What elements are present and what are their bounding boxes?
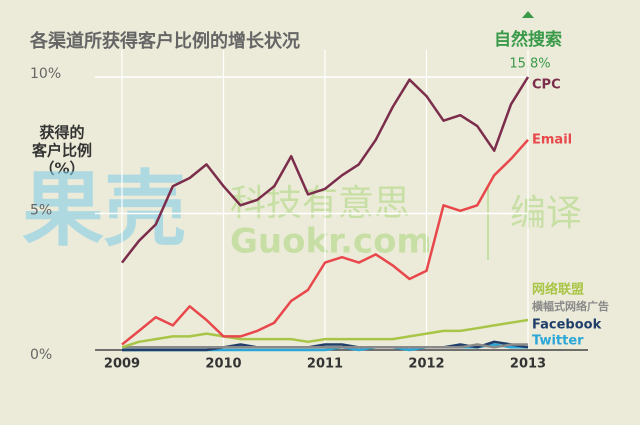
- series-line: [122, 340, 529, 352]
- y-axis-label: 获得的: [39, 124, 84, 142]
- series-label: Twitter: [532, 334, 584, 349]
- series-label: 网络联盟: [532, 282, 584, 298]
- x-tick-label: 2012: [408, 357, 444, 372]
- series-line: [121, 76, 530, 264]
- series-label: Email: [532, 133, 572, 148]
- series-label: Facebook: [532, 318, 602, 333]
- y-axis-label: 客户比例: [31, 142, 92, 160]
- x-tick-label: 2013: [510, 357, 546, 372]
- annotation-value: 15.8%: [509, 57, 550, 72]
- series-line: [121, 138, 529, 346]
- series-line: [122, 343, 528, 349]
- watermark: 果壳 科技有意思 Guokr.com 编译: [22, 162, 582, 261]
- chart-title: 各渠道所获得客户比例的增长状况: [29, 30, 300, 52]
- series-line: [121, 318, 529, 349]
- series-label: 横幅式网络广告: [532, 299, 609, 313]
- y-tick-label: 5%: [30, 203, 52, 219]
- x-tick-label: 2009: [104, 357, 140, 372]
- watermark-slogan: 科技有意思: [230, 183, 410, 224]
- x-tick-label: 2010: [205, 357, 241, 372]
- y-tick-label: 10%: [30, 66, 61, 82]
- series-label: CPC: [532, 78, 561, 93]
- y-axis-label: （%）: [39, 160, 84, 178]
- x-tick-label: 2011: [307, 357, 343, 372]
- y-tick-label: 0%: [30, 347, 52, 363]
- watermark-site: Guokr.com: [230, 222, 432, 262]
- annotation-arrow: [522, 11, 534, 18]
- annotation-label: 自然搜索: [494, 29, 562, 50]
- watermark-logo: 果壳: [22, 162, 186, 257]
